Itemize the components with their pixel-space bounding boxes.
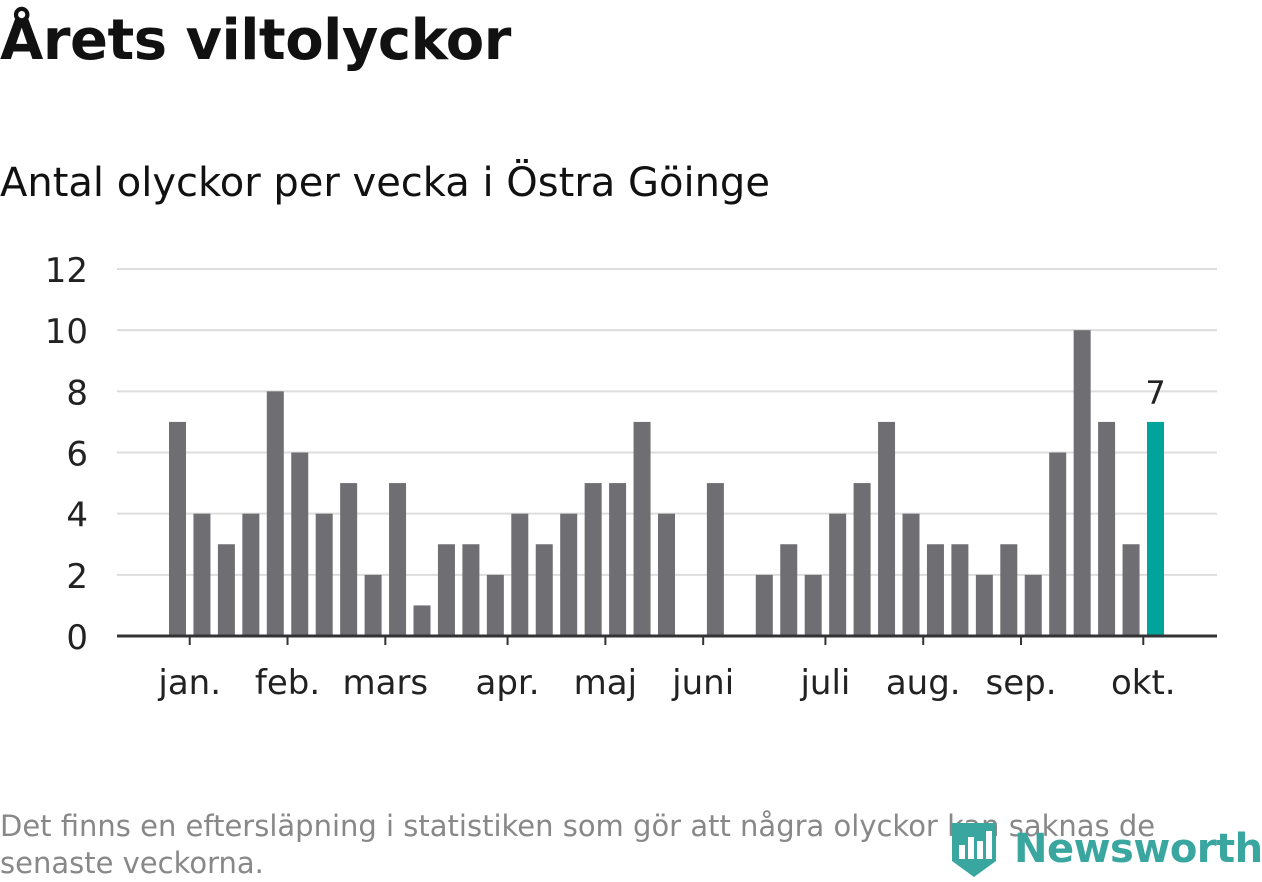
- bar: [462, 544, 480, 636]
- bar: [951, 544, 969, 636]
- bar: [340, 483, 358, 636]
- bar: [291, 452, 309, 636]
- y-tick-label: 12: [45, 251, 88, 291]
- y-tick-label: 6: [66, 435, 88, 475]
- newsworthy-logo: Newsworthy: [948, 818, 1262, 880]
- bar: [902, 513, 920, 636]
- bar: [1122, 544, 1140, 636]
- bar: [1073, 330, 1091, 636]
- bar: [853, 483, 871, 636]
- bar: [755, 574, 773, 636]
- bar: [437, 544, 455, 636]
- bar: [658, 513, 675, 636]
- bar: [535, 544, 553, 636]
- y-tick-label: 8: [66, 373, 88, 413]
- bar: [511, 513, 529, 636]
- bar: [1000, 544, 1018, 636]
- x-tick-label: mars: [342, 663, 428, 703]
- bar: [804, 574, 822, 636]
- logo-text: Newsworthy: [1014, 826, 1262, 872]
- bar: [1049, 452, 1067, 636]
- data-label: 7: [1145, 374, 1165, 412]
- x-tick-label: apr.: [476, 663, 540, 703]
- bar: [1024, 574, 1042, 636]
- bar-highlight: [1147, 421, 1164, 636]
- bar: [266, 391, 284, 636]
- chart-title: Årets viltolyckor: [0, 8, 511, 73]
- bar: [315, 513, 333, 636]
- bar: [633, 421, 651, 636]
- bar: [242, 513, 260, 636]
- bar: [1098, 421, 1116, 636]
- bar: [926, 544, 944, 636]
- y-tick-label: 2: [66, 557, 88, 597]
- bar: [878, 421, 896, 636]
- bar: [560, 513, 578, 636]
- bar: [780, 544, 798, 636]
- bar: [609, 483, 627, 636]
- y-tick-label: 0: [66, 618, 88, 658]
- x-tick-label: juni: [671, 663, 734, 703]
- bar: [706, 483, 724, 636]
- y-tick-label: 4: [66, 496, 88, 536]
- bar: [169, 421, 186, 636]
- bar: [217, 544, 235, 636]
- x-tick-label: juli: [799, 663, 850, 703]
- bar: [389, 483, 407, 636]
- bar: [193, 513, 211, 636]
- x-tick-label: okt.: [1111, 663, 1176, 703]
- bar: [584, 483, 602, 636]
- x-tick-label: maj: [574, 663, 637, 703]
- bar: [829, 513, 847, 636]
- chart-subtitle: Antal olyckor per vecka i Östra Göinge: [0, 160, 770, 206]
- bar: [413, 605, 431, 636]
- bar: [486, 574, 504, 636]
- bar: [975, 574, 993, 636]
- x-tick-label: sep.: [986, 663, 1057, 703]
- x-tick-label: jan.: [157, 663, 221, 703]
- y-tick-label: 10: [45, 312, 88, 352]
- x-tick-label: aug.: [886, 663, 961, 703]
- bar-chart-badge-icon: [952, 823, 996, 877]
- x-tick-label: feb.: [255, 663, 320, 703]
- bar: [364, 574, 382, 636]
